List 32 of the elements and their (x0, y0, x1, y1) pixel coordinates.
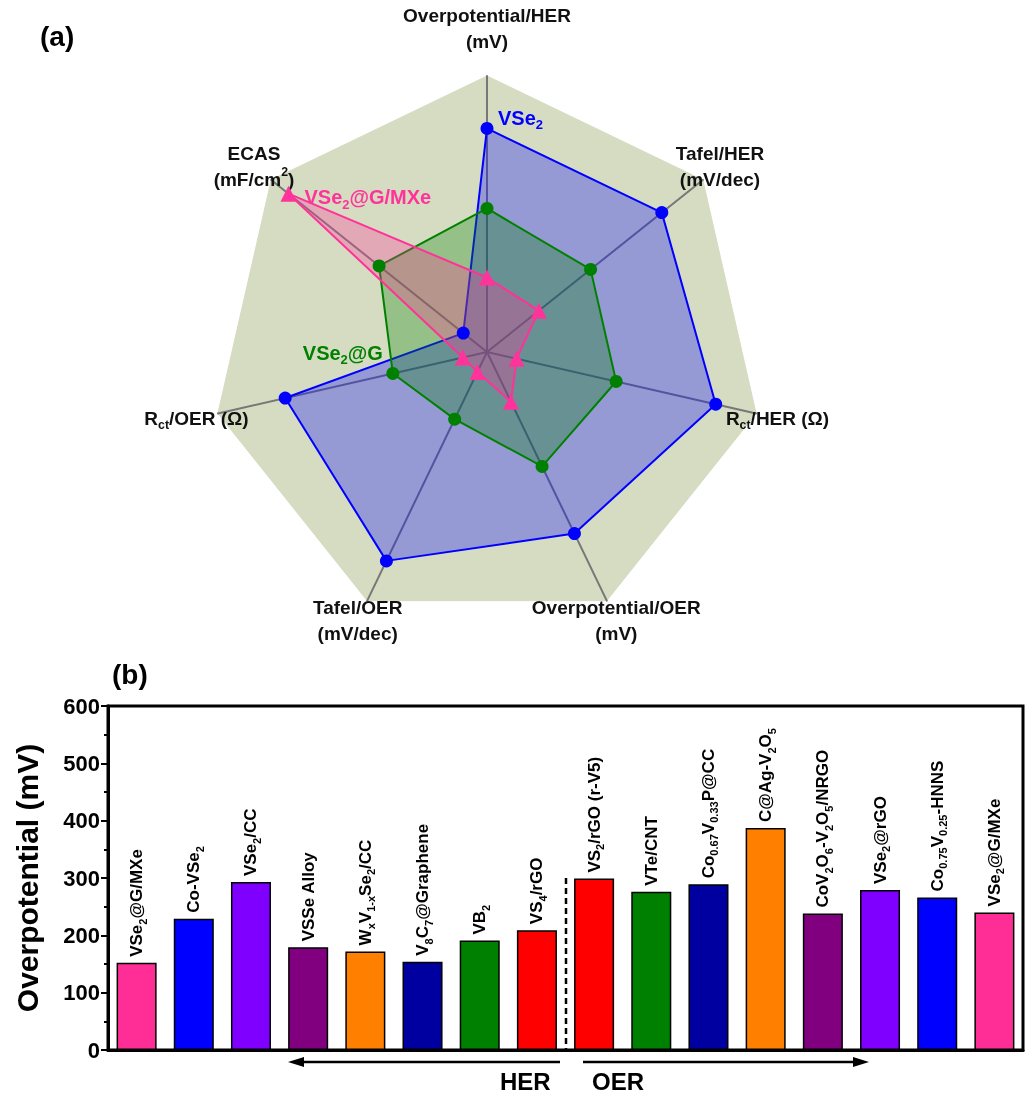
category-label: Co0.75V0.25-HNNS (927, 760, 950, 892)
category-label: VSe2/CC (241, 808, 263, 877)
y-tick-label: 400 (63, 808, 100, 834)
category-label: CoV2O6-V2O5/NRGO (813, 749, 835, 908)
spoke-label: Overpotential/HER (mV) (403, 5, 572, 52)
y-axis-title: Overpotential (mV) (10, 743, 44, 1013)
category-label: VSe2@rGO (870, 796, 893, 885)
spoke-label: Tafel/OER (mV/dec) (313, 597, 403, 644)
category-label: VSSe Alloy (298, 852, 318, 942)
text: HER (500, 1067, 551, 1095)
category-label: VB2 (470, 904, 492, 935)
chart-title: (a) (40, 20, 75, 52)
y-tick-label: 600 (63, 693, 100, 719)
category-label: WxV1-xSe2/CC (355, 839, 378, 946)
y-tick-label: 100 (63, 980, 100, 1006)
category-label: Co0.67V0.33P@CC (698, 748, 721, 879)
chart-title: (b) (112, 658, 148, 690)
category-label: VSe2@G/MXe (127, 849, 149, 957)
category-label: VSe2@G/MXe (984, 798, 1007, 907)
category-label: VS2/rGO (r-V5) (584, 756, 607, 873)
category-label: C@Ag-V2O5 (756, 728, 778, 823)
category-label: VTe/CNT (641, 816, 661, 886)
spoke-label: Overpotential/OER (mV) (531, 597, 702, 644)
category-label: Co-VSe2 (184, 846, 206, 913)
spoke-label: Tafel/HER (mV/dec) (675, 142, 765, 190)
y-tick-label: 500 (63, 750, 100, 776)
category-label: VS4/rGO (527, 857, 549, 925)
y-tick-label: 200 (63, 922, 100, 948)
y-tick-label: 300 (63, 865, 100, 891)
text: OER (592, 1067, 645, 1095)
y-tick-label: 0 (87, 1037, 100, 1063)
category-label: V8C7@Graphene (413, 823, 435, 956)
